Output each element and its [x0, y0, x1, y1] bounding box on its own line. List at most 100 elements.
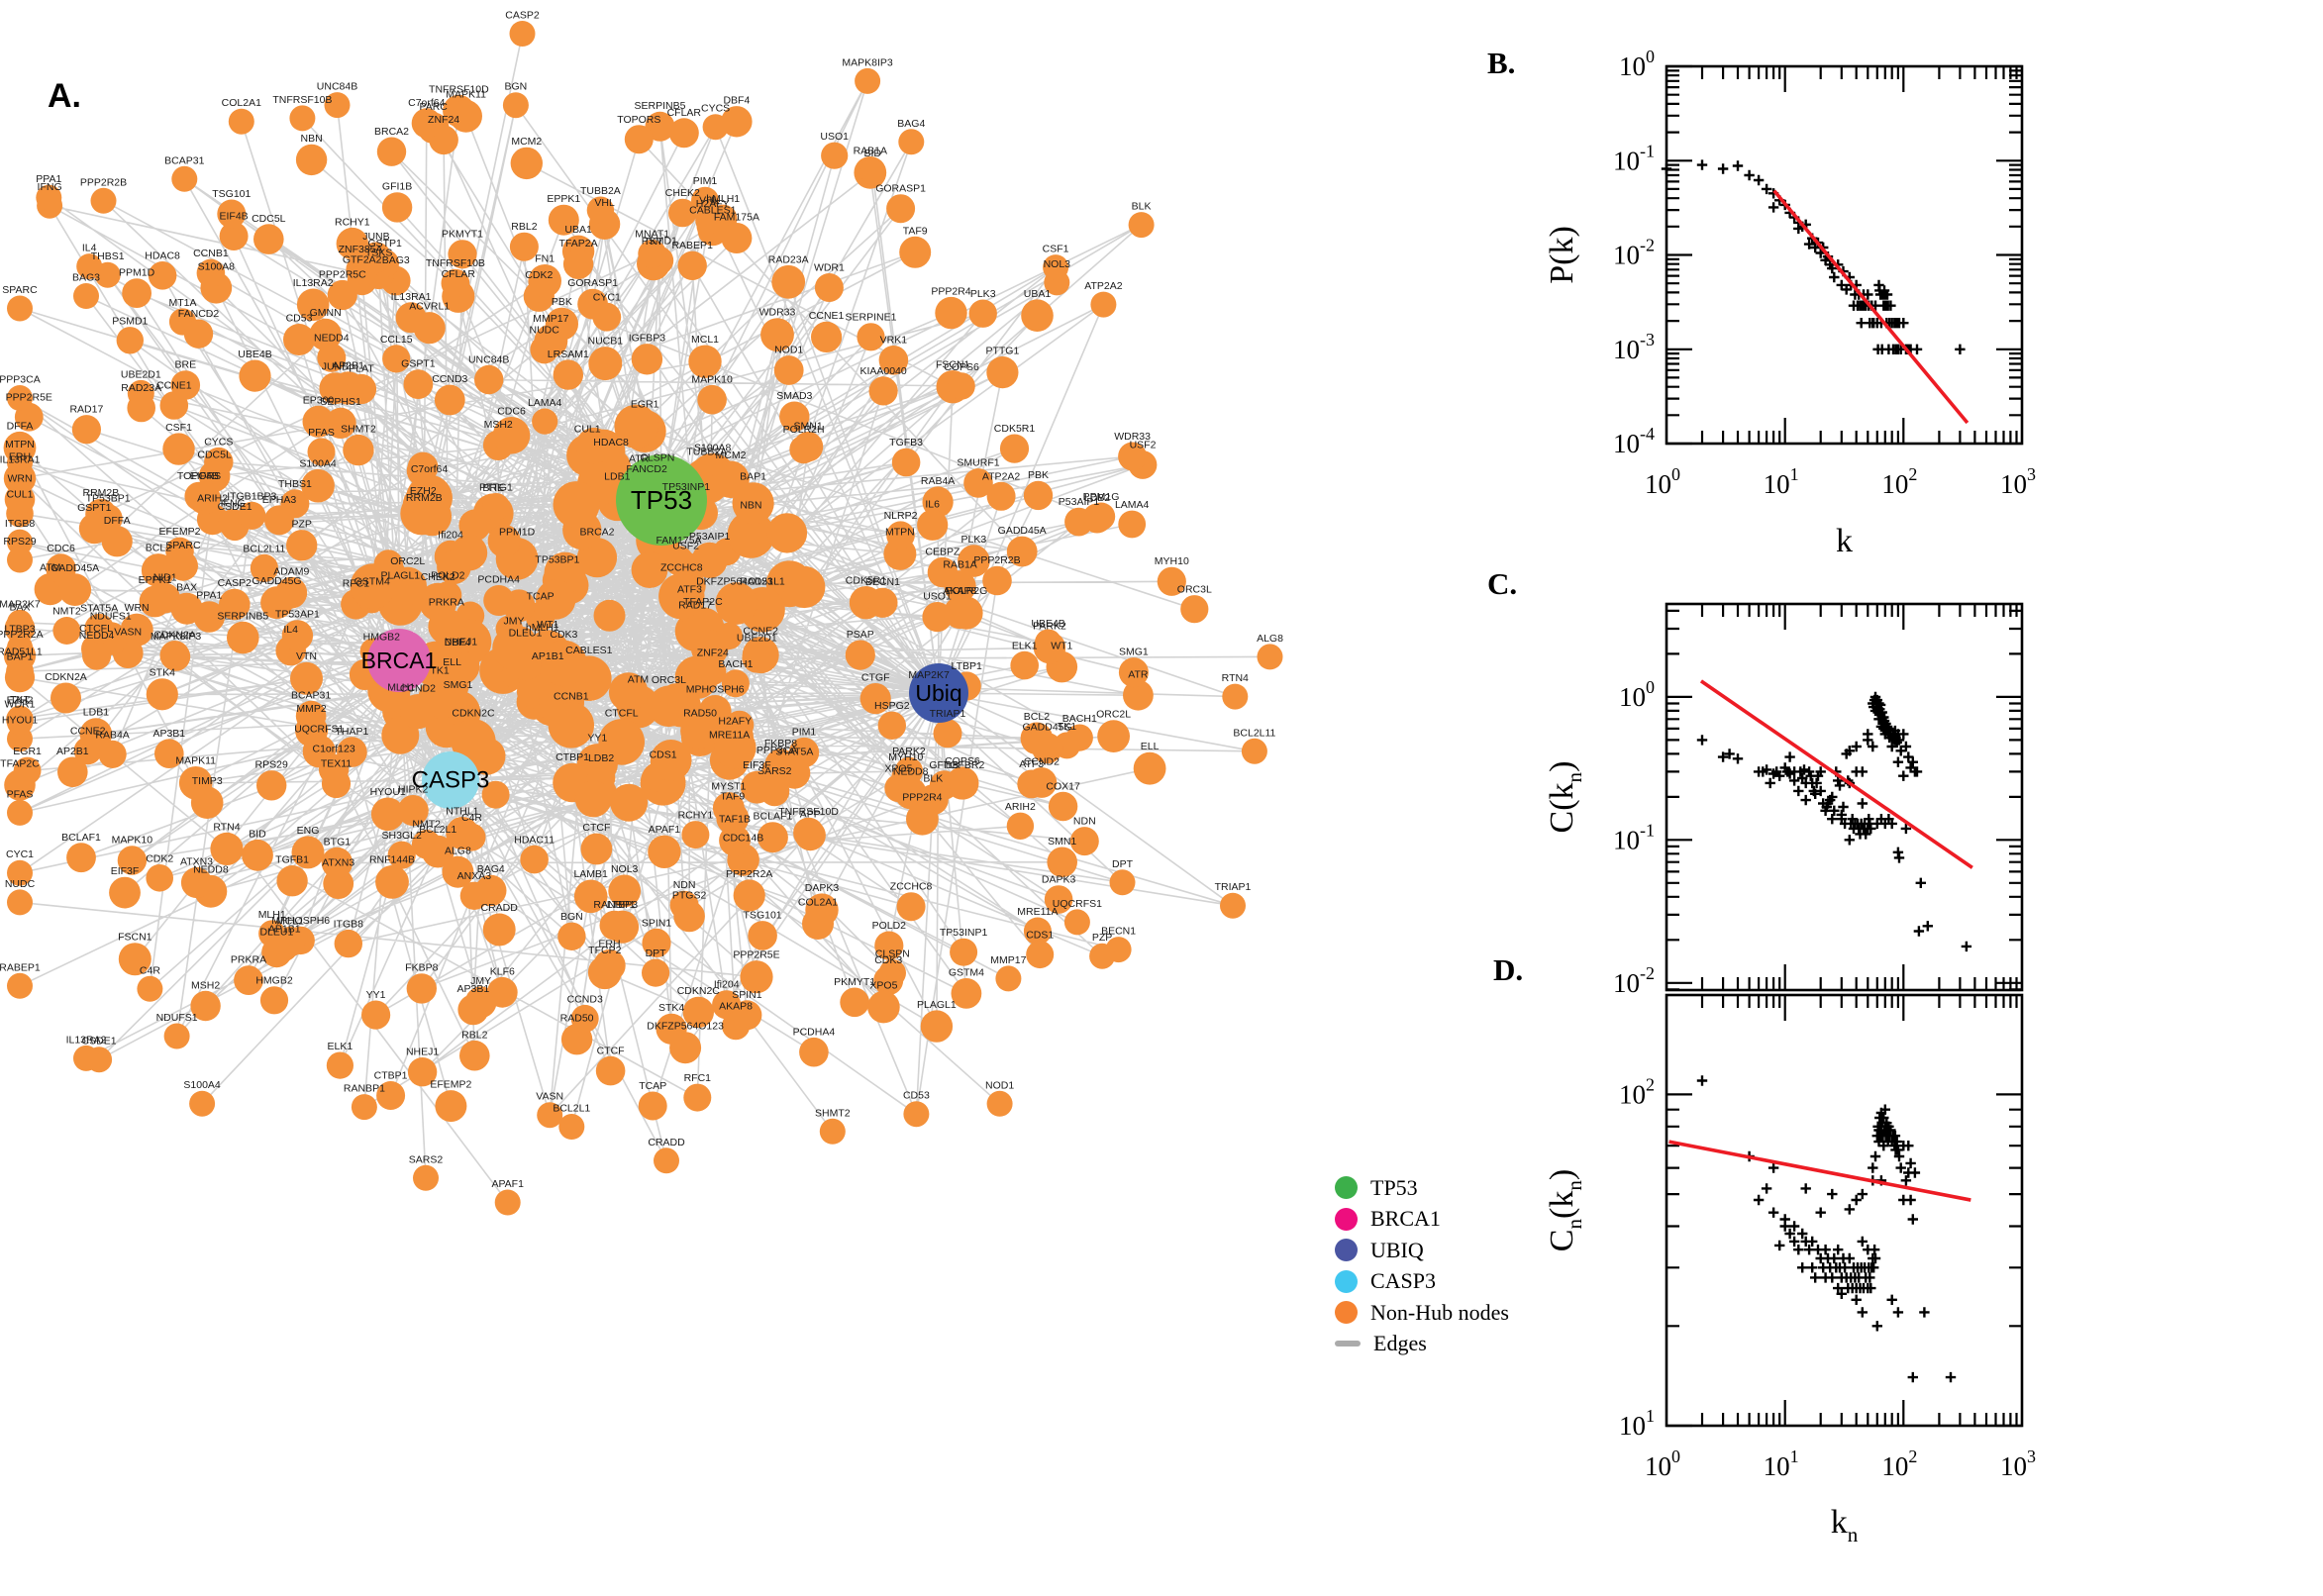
gene-node — [154, 739, 184, 768]
gene-node — [1109, 869, 1136, 896]
gene-node — [283, 324, 315, 355]
fit-line — [1699, 679, 1973, 869]
gene-node-label: CCNE2 — [70, 726, 106, 738]
gene-node-label: PLAGL1 — [917, 999, 957, 1011]
gene-node — [1043, 254, 1069, 281]
gene-node-label: LAMB1 — [573, 868, 608, 880]
gene-node — [958, 545, 990, 577]
gene-node — [1222, 683, 1249, 710]
gene-node-label: PPP2R2A — [0, 629, 44, 641]
gene-node-label: GSTP1 — [367, 238, 402, 249]
gene-node-label: TSKS — [365, 247, 392, 258]
gene-node — [295, 714, 329, 748]
gene-node-label: ZCCHC8 — [890, 881, 933, 893]
gene-node — [982, 565, 1012, 596]
gene-node-label: BGN — [505, 81, 528, 93]
gene-node — [691, 186, 719, 215]
gene-node-label: WT1 — [537, 619, 558, 631]
gene-node — [7, 972, 33, 999]
gene-node-label: SERPINB5 — [217, 610, 268, 622]
gene-node — [217, 199, 247, 229]
gene-node — [1089, 943, 1116, 969]
gene-node — [264, 505, 294, 536]
gene-node-label: CLSPN — [640, 452, 674, 464]
gene-node — [336, 227, 368, 260]
gene-node — [397, 795, 429, 827]
gene-node-label: THAP1 — [335, 726, 368, 738]
gene-node-label: LAMA4 — [1115, 499, 1150, 511]
gene-node-label: ATXN3 — [322, 857, 354, 869]
gene-node-label: ZNF24 — [697, 647, 729, 658]
gene-node-label: HMGB2 — [255, 975, 293, 987]
gene-node-label: EPPK1 — [139, 574, 172, 586]
gene-node — [406, 455, 437, 486]
svg-text:10-1: 10-1 — [1613, 141, 1655, 175]
gene-node-label: ORC2L — [1096, 709, 1131, 721]
gene-node — [631, 344, 663, 375]
gene-node-label: PCDHA4 — [793, 1026, 836, 1038]
tick-labels: 100 10-1 10-2 — [1613, 677, 1655, 998]
gene-node-label: H2AFY — [696, 198, 730, 210]
gene-node-label: RBL2 — [511, 221, 537, 233]
gene-node-label: GSPT1 — [77, 502, 112, 514]
gene-node-label: BLK — [1132, 201, 1152, 213]
gene-node-label: BRCA2 — [374, 126, 409, 138]
gene-node — [614, 404, 658, 449]
gene-node-label: S100A8 — [694, 442, 732, 453]
gene-node-label: RANBP1 — [344, 1083, 385, 1095]
gene-node-label: JMY — [504, 615, 525, 627]
gene-node — [859, 158, 886, 185]
gene-node-label: TSG101 — [212, 188, 251, 200]
gene-node — [673, 900, 705, 933]
gene-node — [1026, 767, 1058, 798]
gene-node — [1220, 892, 1246, 919]
gene-node-label: ITGB8 — [5, 518, 36, 530]
gene-node — [58, 573, 92, 606]
gene-node-label: MMP17 — [533, 313, 568, 325]
gene-node — [638, 1091, 667, 1121]
gene-node-label: PARK2 — [892, 746, 926, 757]
gene-node — [1180, 595, 1209, 624]
gene-node — [874, 931, 904, 960]
gene-node-label: PKMYT1 — [834, 976, 875, 988]
gene-node — [587, 955, 622, 990]
gene-node — [457, 994, 489, 1026]
gene-node-label: ATF3 — [1019, 758, 1044, 770]
gene-node-label: IFNG — [221, 498, 246, 510]
gene-node-label: ATP2A2 — [1084, 280, 1122, 292]
gene-node-label: PARC — [419, 101, 448, 113]
panel-c-label: C. — [1487, 566, 1518, 601]
gene-node-label: hMLH1 — [706, 193, 740, 205]
y-axis-title: Cn(kn) — [1544, 1169, 1586, 1251]
gene-node-label: ZNF385A — [339, 244, 383, 255]
gene-node-label: UQCRFS1 — [294, 724, 344, 736]
gene-node-label: ARIH2 — [197, 492, 228, 504]
gene-node-label: MAPK10 — [112, 835, 153, 847]
gene-node — [459, 881, 489, 910]
gene-node-label: hMLH1 — [526, 622, 559, 634]
gene-node-label: CSDE1 — [218, 501, 252, 513]
gene-node-label: SARS2 — [758, 765, 792, 777]
gene-node-label: SH3GL2 — [382, 830, 422, 842]
gene-node-label: P53AIP1 — [1059, 496, 1100, 508]
chart-b: 100 10-1 10-2 10-3 10-4 100 101 102 103 P(k) k — [1544, 47, 2036, 559]
node-swatch-icon — [1335, 1301, 1358, 1325]
gene-node — [1021, 299, 1054, 333]
gene-node-label: MMP17 — [990, 954, 1026, 966]
gene-node-label: RAD17 — [678, 600, 712, 612]
hub-node-brca1 — [367, 629, 431, 692]
svg-text:100: 100 — [1619, 47, 1655, 81]
gene-node-label: BTG1 — [324, 836, 352, 848]
gene-node-label: LAMA4 — [528, 397, 562, 409]
gene-node — [227, 621, 259, 654]
svg-text:103: 103 — [2000, 1446, 2036, 1481]
gene-node — [688, 345, 722, 378]
svg-text:103: 103 — [2000, 464, 2036, 499]
gene-node-label: EIF3F — [743, 759, 771, 771]
gene-node-label: HIPK2 — [398, 783, 429, 795]
gene-node — [122, 278, 152, 308]
gene-node — [116, 327, 144, 354]
gene-node-label: VHL — [699, 195, 720, 207]
tick-labels: 102 101 100 101 102 103 — [1619, 1074, 2036, 1481]
gene-node-label: EPHA3 — [262, 494, 297, 506]
